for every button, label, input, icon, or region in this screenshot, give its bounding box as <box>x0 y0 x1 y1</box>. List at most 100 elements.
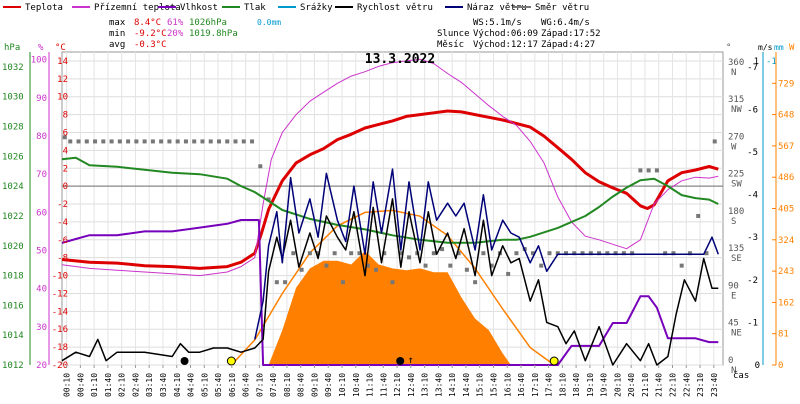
wind-direction-point <box>101 139 106 144</box>
x-tick-label: 11:10 <box>366 373 375 397</box>
wind-direction-point <box>597 251 602 256</box>
legend-label: Teplota <box>25 3 63 13</box>
axis-tick-hpa: 1030 <box>2 93 24 103</box>
axis-tick-hpa: 1028 <box>2 123 24 133</box>
axis-tick-dir: W <box>731 142 737 152</box>
wind-direction-point <box>142 139 147 144</box>
wind-direction-point <box>464 267 469 272</box>
axis-tick-w: 486 <box>778 173 794 183</box>
axis-tick-temp: -10 <box>52 272 68 282</box>
wind-direction-point <box>68 139 73 144</box>
moon-rise: Východ:12:17 <box>473 40 538 50</box>
legend-label: Náraz větru <box>467 3 527 13</box>
axis-tick-hpa: 1016 <box>2 301 24 311</box>
axis-tick-w: 648 <box>778 111 794 121</box>
x-tick-label: 20:40 <box>627 373 636 397</box>
axis-tick-ms: -5 <box>747 148 758 158</box>
axis-tick-temp: -18 <box>52 343 68 353</box>
wind-direction-point <box>473 280 478 285</box>
axis-tick-dir: N <box>731 366 736 376</box>
axis-tick-hpa: 1024 <box>2 182 24 192</box>
wind-direction-point <box>671 251 676 256</box>
axis-tick-w: 567 <box>778 142 794 152</box>
series-line-n-raz-v-tru <box>254 168 720 340</box>
x-tick-label: 02:40 <box>131 373 140 397</box>
axis-tick-hpa: 1014 <box>2 331 24 341</box>
axis-tick-w: 729 <box>778 79 794 89</box>
sunset-marker <box>549 356 559 366</box>
x-tick-label: 02:10 <box>118 373 127 397</box>
axis-tick-ms: -7 <box>747 63 758 73</box>
stats-avg-temp: -0.3°C <box>134 40 167 50</box>
axis-ms-top: 1 <box>754 57 759 67</box>
x-tick-label: 01:10 <box>90 373 99 397</box>
wind-direction-point <box>646 168 651 173</box>
x-tick-label: 16:10 <box>503 373 512 397</box>
axis-tick-hpa: 1012 <box>2 361 24 371</box>
axis-tick-deg: 270 <box>728 132 744 142</box>
x-tick-label: 01:40 <box>104 373 113 397</box>
series-line-p-zemn-teplota <box>61 58 719 277</box>
axis-unit-w: W <box>789 43 795 53</box>
x-tick-label: 00:40 <box>76 373 85 397</box>
wind-direction-point <box>225 139 230 144</box>
wind-direction-point <box>555 251 560 256</box>
axis-tick-ms: -4 <box>747 191 758 201</box>
wind-direction-point <box>62 135 67 140</box>
axis-tick-pct: 60 <box>36 208 47 218</box>
wind-direction-point <box>76 139 81 144</box>
x-tick-label: 14:40 <box>462 373 471 397</box>
axis-tick-temp: -16 <box>52 325 68 335</box>
x-tick-label: 10:10 <box>338 373 347 397</box>
wind-direction-point <box>654 168 659 173</box>
wind-direction-point <box>489 263 494 268</box>
axis-tick-dir: SW <box>731 180 742 190</box>
wind-direction-point <box>167 139 172 144</box>
axis-tick-hpa: 1018 <box>2 272 24 282</box>
legend-label: Vlhkost <box>180 3 218 13</box>
wind-direction-point <box>580 251 585 256</box>
series-line-rychlost-v-tru <box>61 198 719 366</box>
wind-direction-point <box>258 164 263 169</box>
x-tick-label: 15:10 <box>476 373 485 397</box>
x-tick-label: 18:40 <box>572 373 581 397</box>
axis-unit-ms: m/s <box>758 43 773 52</box>
stats-min-temp: -9.2°C <box>134 29 167 39</box>
stats: max 8.4°C 61% 1026hPa 0.0mm min -9.2°C 20% 1019.… <box>109 18 281 50</box>
x-tick-label: 13:10 <box>421 373 430 397</box>
axis-tick-pct: 30 <box>36 323 47 333</box>
wind-sun-moon-info: WS:5.1m/s WG:6.4m/s Slunce Východ:06:09 Zápa… <box>437 18 601 50</box>
sun-rise: Východ:06:09 <box>473 29 538 39</box>
axis-tick-temp: 8 <box>63 111 68 121</box>
axis-tick-ms: -3 <box>747 233 758 243</box>
axis-mm-top: -1 <box>766 57 777 67</box>
x-tick-label: 16:40 <box>517 373 526 397</box>
axis-tick-deg: 360 <box>728 58 744 68</box>
axis-tick-ms: -2 <box>747 276 758 286</box>
legend-label: Tlak <box>244 3 266 13</box>
radiation-area <box>268 251 511 365</box>
x-tick-label: 19:40 <box>600 373 609 397</box>
left-axes: 1012101410161018102010221024102610281030… <box>2 43 68 371</box>
wind-direction-point <box>266 197 271 202</box>
axis-tick-deg: 180 <box>728 207 744 217</box>
axis-unit-deg: ° <box>726 43 731 53</box>
wind-direction-point <box>390 280 395 285</box>
x-tick-label: 06:10 <box>228 373 237 397</box>
axis-unit-degc: °C <box>55 43 66 53</box>
x-tick-label: 09:40 <box>324 373 333 397</box>
x-tick-label: 10:40 <box>352 373 361 397</box>
wind-direction-point <box>299 267 304 272</box>
wind-direction-point <box>357 251 362 256</box>
wind-direction-point <box>175 139 180 144</box>
legend-label: Rychlost větru <box>357 3 433 13</box>
wind-direction-point <box>126 139 131 144</box>
stats-max-rain: 0.0mm <box>257 18 281 27</box>
x-axis-label: čas <box>733 370 749 381</box>
x-tick-label: 14:10 <box>448 373 457 397</box>
x-tick-label: 00:10 <box>63 373 72 397</box>
x-tick-label: 19:10 <box>586 373 595 397</box>
axis-tick-w: 0 <box>778 361 783 371</box>
wind-direction-point <box>696 213 701 218</box>
